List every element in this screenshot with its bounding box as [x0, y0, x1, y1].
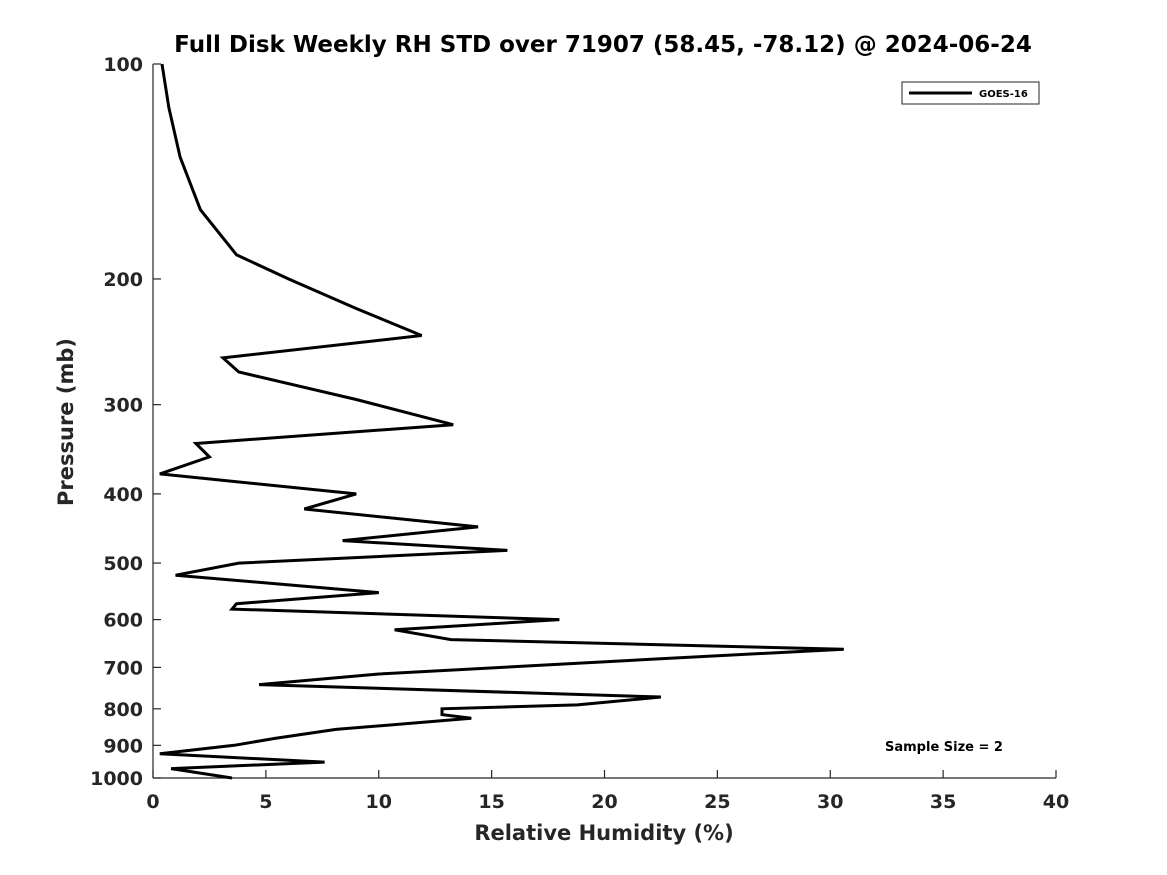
x-tick-label: 15 [478, 791, 504, 813]
y-axis-label: Pressure (mb) [54, 338, 78, 506]
legend: GOES-16 [901, 81, 1040, 105]
x-tick-label: 10 [366, 791, 392, 813]
x-tick-label: 35 [930, 791, 956, 813]
sample-size-annotation: Sample Size = 2 [885, 740, 1003, 755]
plot-area [153, 64, 1056, 778]
x-tick-label: 20 [591, 791, 617, 813]
series-line-goes-16 [159, 63, 844, 780]
y-tick-label: 800 [103, 699, 143, 721]
chart-title: Full Disk Weekly RH STD over 71907 (58.4… [174, 32, 1032, 58]
y-tick-label: 100 [103, 54, 143, 76]
x-tick-label: 30 [817, 791, 843, 813]
x-tick-label: 25 [704, 791, 730, 813]
y-tick-label: 200 [103, 269, 143, 291]
x-axis-label: Relative Humidity (%) [474, 821, 733, 845]
y-axis: 100 200 300 400 500 600 700 800 900 1000 [90, 54, 161, 790]
y-tick-label: 500 [103, 553, 143, 575]
y-tick-label: 900 [103, 735, 143, 757]
x-tick-label: 5 [259, 791, 272, 813]
legend-label-goes-16: GOES-16 [979, 89, 1028, 100]
y-tick-label: 1000 [90, 768, 143, 790]
x-axis: 0 5 10 15 20 25 30 35 40 [146, 770, 1069, 813]
x-tick-label: 40 [1043, 791, 1069, 813]
y-tick-label: 700 [103, 657, 143, 679]
y-tick-label: 400 [103, 484, 143, 506]
x-tick-label: 0 [146, 791, 159, 813]
y-tick-label: 300 [103, 395, 143, 417]
series-layer [159, 63, 844, 780]
y-tick-label: 600 [103, 610, 143, 632]
